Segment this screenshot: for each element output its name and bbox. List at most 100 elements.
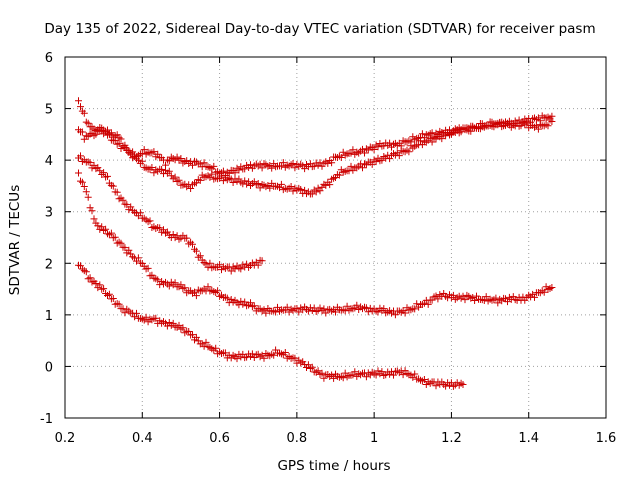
- data-point: [90, 215, 98, 223]
- data-point: [102, 127, 110, 135]
- x-tick-label: 1.2: [441, 431, 462, 446]
- data-point: [308, 190, 316, 198]
- data-point: [78, 128, 86, 136]
- data-point: [223, 294, 231, 302]
- data-point: [202, 338, 210, 346]
- data-point: [77, 103, 84, 111]
- data-point: [328, 159, 336, 167]
- data-point: [362, 373, 370, 381]
- data-point: [123, 201, 131, 209]
- data-point: [268, 164, 276, 172]
- data-point: [308, 363, 316, 371]
- data-point: [368, 160, 376, 168]
- data-point: [411, 305, 419, 313]
- data-point: [229, 179, 237, 186]
- data-point: [372, 371, 380, 379]
- data-point: [218, 172, 225, 180]
- data-point: [212, 344, 220, 352]
- data-point: [548, 118, 556, 125]
- data-point: [337, 154, 345, 161]
- x-axis-label: GPS time / hours: [277, 458, 390, 474]
- data-point: [171, 173, 179, 181]
- data-point: [395, 152, 403, 160]
- y-tick-label: 4: [45, 154, 53, 169]
- x-tick-label: 0.4: [132, 431, 153, 446]
- data-point: [138, 157, 146, 165]
- data-point: [177, 281, 185, 289]
- data-point: [459, 381, 467, 388]
- data-point: [531, 293, 538, 301]
- data-point: [86, 159, 94, 167]
- data-point: [420, 376, 428, 383]
- data-point: [154, 276, 162, 284]
- data-point: [289, 160, 297, 167]
- data-point: [206, 259, 214, 267]
- data-point: [260, 354, 268, 362]
- data-point: [104, 172, 111, 180]
- data-point: [318, 369, 326, 377]
- y-tick-label: 5: [45, 103, 53, 118]
- data-point: [117, 135, 125, 143]
- data-point: [165, 282, 173, 290]
- data-point: [146, 217, 154, 225]
- data-point: [434, 295, 442, 303]
- data-point: [140, 146, 148, 154]
- data-point: [90, 132, 98, 140]
- data-point: [359, 145, 366, 153]
- data-point: [152, 314, 160, 322]
- data-point: [247, 161, 254, 169]
- data-point: [171, 279, 179, 287]
- x-tick-label: 0.8: [287, 431, 308, 446]
- data-point: [192, 247, 200, 255]
- data-point: [96, 167, 104, 175]
- data-point: [144, 264, 152, 272]
- data-point: [210, 162, 218, 170]
- data-point: [540, 288, 548, 296]
- data-point: [301, 165, 309, 173]
- data-point: [471, 297, 479, 304]
- series-5: [75, 261, 467, 390]
- data-point: [177, 155, 185, 162]
- data-point: [258, 164, 266, 172]
- data-point: [100, 169, 108, 177]
- data-point: [266, 184, 274, 192]
- data-point: [274, 303, 281, 311]
- data-point: [380, 305, 388, 313]
- x-tick-label: 1.4: [518, 431, 539, 446]
- data-point: [262, 309, 270, 317]
- data-point: [504, 298, 511, 306]
- data-point: [134, 254, 142, 262]
- data-point: [88, 207, 96, 215]
- data-point: [418, 130, 426, 138]
- data-point: [113, 188, 121, 196]
- x-tick-label: 1: [370, 431, 378, 446]
- data-point: [92, 280, 100, 287]
- y-tick-label: 3: [45, 206, 53, 221]
- data-point: [133, 309, 140, 317]
- data-point: [424, 300, 432, 308]
- data-point: [281, 349, 289, 356]
- data-point: [258, 257, 266, 265]
- y-tick-label: 2: [45, 257, 53, 272]
- data-point: [80, 109, 88, 117]
- data-point: [405, 148, 413, 156]
- data-point: [169, 319, 177, 327]
- data-point: [237, 265, 245, 273]
- y-tick-label: 6: [45, 51, 53, 66]
- data-point: [183, 234, 191, 242]
- data-point: [227, 267, 235, 275]
- data-point: [486, 118, 494, 126]
- ticks: [64, 56, 607, 419]
- x-tick-label: 1.6: [596, 431, 617, 446]
- data-point: [295, 308, 303, 316]
- data-point: [534, 125, 542, 133]
- data-point: [475, 125, 482, 132]
- data-point: [136, 209, 144, 217]
- series-4: [75, 169, 556, 319]
- y-tick-label: -1: [40, 412, 53, 427]
- x-tick-label: 0.2: [55, 431, 76, 446]
- series-1: [75, 97, 556, 179]
- data-point: [82, 188, 90, 196]
- data-point: [496, 118, 504, 126]
- data-point: [428, 138, 436, 146]
